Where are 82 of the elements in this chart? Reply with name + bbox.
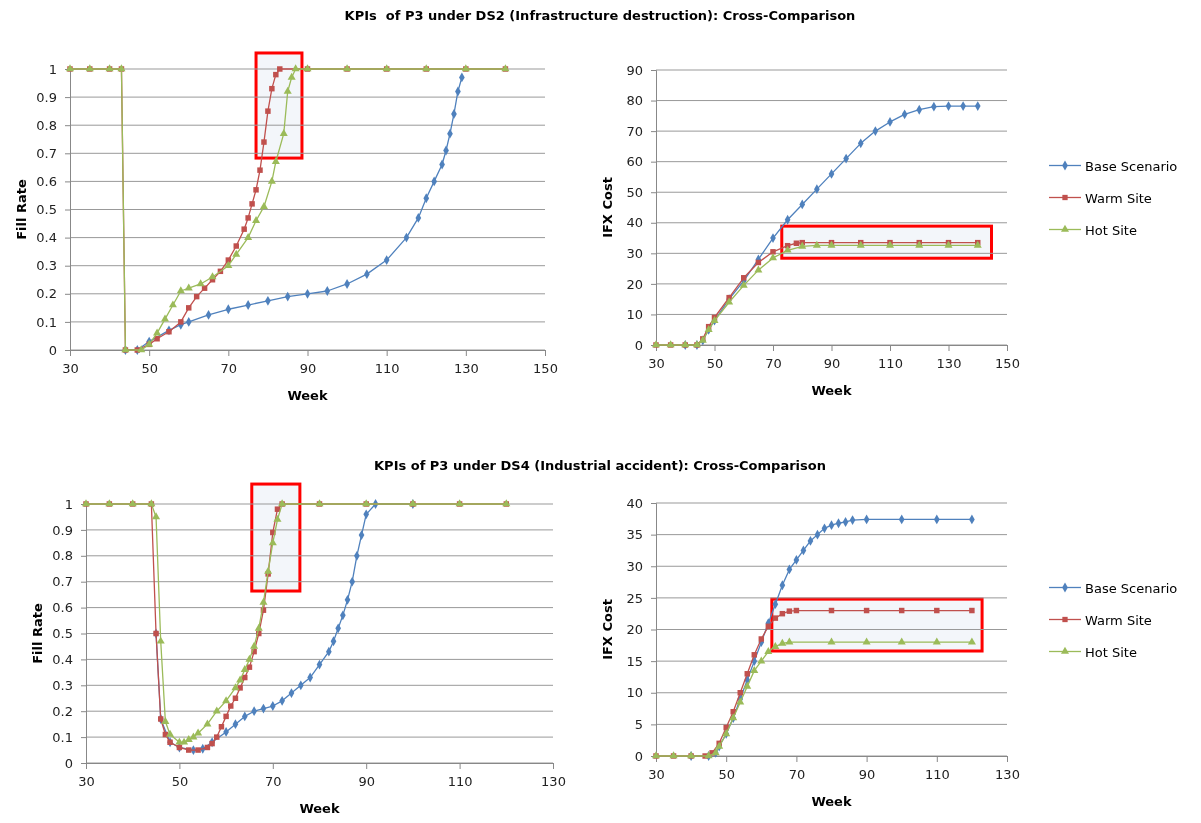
y-tick-label: 0.4 bbox=[36, 230, 57, 246]
y-tick-label: 0.4 bbox=[52, 652, 73, 668]
x-tick-label: 90 bbox=[823, 356, 841, 372]
x-tick-label: 110 bbox=[924, 767, 950, 783]
y-tick-label: 30 bbox=[626, 245, 643, 261]
x-tick-label: 110 bbox=[374, 361, 400, 377]
y-tick-label: 0.7 bbox=[52, 574, 73, 590]
x-tick-label: 110 bbox=[878, 356, 903, 372]
x-tick-label: 70 bbox=[788, 767, 806, 783]
text: KPIs of P3 under DS4 (Industrial accident): Cross-Comparison bbox=[374, 458, 826, 473]
legend-label: Base Scenario bbox=[1085, 580, 1178, 596]
y-tick-label: 0.6 bbox=[36, 174, 57, 190]
y-tick-label: 0.5 bbox=[36, 202, 57, 218]
y-tick-label: 0.6 bbox=[52, 600, 73, 616]
y-tick-label: 1 bbox=[64, 496, 73, 512]
y-tick-label: 0.2 bbox=[36, 286, 57, 302]
y-tick-label: 0.2 bbox=[52, 703, 73, 719]
y-tick-label: 90 bbox=[626, 62, 643, 78]
x-axis-title: Week bbox=[811, 383, 852, 398]
legend-label: Warm Site bbox=[1085, 612, 1152, 628]
y-tick-label: 0.1 bbox=[36, 314, 57, 330]
x-tick-label: 30 bbox=[648, 356, 665, 372]
x-tick-label: 130 bbox=[936, 356, 962, 372]
y-tick-label: 10 bbox=[626, 307, 643, 323]
y-tick-label: 20 bbox=[626, 622, 643, 638]
y-tick-label: 0 bbox=[64, 755, 73, 771]
legend-label: Hot Site bbox=[1085, 644, 1137, 660]
y-tick-label: 0.8 bbox=[52, 548, 73, 564]
x-axis-title: Week bbox=[299, 801, 340, 816]
x-tick-label: 70 bbox=[265, 774, 282, 790]
y-tick-label: 15 bbox=[626, 653, 643, 669]
x-tick-label: 130 bbox=[541, 774, 566, 790]
y-tick-label: 0 bbox=[48, 342, 57, 358]
y-tick-label: 50 bbox=[626, 184, 643, 200]
y-tick-label: 0.1 bbox=[52, 729, 73, 745]
y-tick-label: 25 bbox=[626, 590, 643, 606]
y-tick-label: 30 bbox=[626, 558, 643, 574]
x-tick-label: 50 bbox=[706, 356, 724, 372]
x-tick-label: 30 bbox=[648, 767, 665, 783]
y-axis-title: IFX Cost bbox=[600, 177, 615, 238]
x-axis-title: Week bbox=[811, 794, 852, 809]
y-tick-label: 0 bbox=[634, 337, 643, 353]
x-tick-label: 90 bbox=[299, 361, 317, 377]
y-tick-label: 0.8 bbox=[36, 117, 57, 133]
legend-label: Hot Site bbox=[1085, 222, 1137, 238]
x-tick-label: 50 bbox=[171, 774, 189, 790]
text: KPIs of P3 under DS2 (Infrastructure destruction): Cross-Comparison bbox=[344, 8, 856, 23]
y-tick-label: 5 bbox=[634, 717, 643, 733]
y-tick-label: 60 bbox=[626, 154, 643, 170]
y-tick-label: 80 bbox=[626, 93, 643, 109]
y-tick-label: 20 bbox=[626, 276, 643, 292]
y-tick-label: 40 bbox=[626, 495, 643, 511]
y-axis-title: IFX Cost bbox=[600, 599, 615, 660]
legend-label: Warm Site bbox=[1085, 190, 1152, 206]
y-tick-label: 0.9 bbox=[52, 522, 73, 538]
x-tick-label: 110 bbox=[447, 774, 473, 790]
x-tick-label: 30 bbox=[78, 774, 95, 790]
y-tick-label: 0.9 bbox=[36, 89, 57, 105]
y-tick-label: 0.7 bbox=[36, 145, 57, 161]
y-tick-label: 35 bbox=[626, 527, 643, 543]
x-tick-label: 130 bbox=[453, 361, 479, 377]
x-tick-label: 90 bbox=[358, 774, 375, 790]
x-tick-label: 130 bbox=[995, 767, 1020, 783]
y-tick-label: 0.3 bbox=[52, 677, 73, 693]
y-tick-label: 40 bbox=[626, 215, 643, 231]
x-tick-label: 50 bbox=[141, 361, 158, 377]
x-tick-label: 150 bbox=[533, 361, 558, 377]
y-tick-label: 0.5 bbox=[52, 626, 73, 642]
x-tick-label: 90 bbox=[858, 767, 876, 783]
y-tick-label: 1 bbox=[48, 61, 57, 77]
x-tick-label: 70 bbox=[765, 356, 782, 372]
y-tick-label: 10 bbox=[626, 685, 643, 701]
x-tick-label: 70 bbox=[220, 361, 238, 377]
x-tick-label: 50 bbox=[718, 767, 735, 783]
y-axis-title: Fill Rate bbox=[30, 603, 45, 664]
legend-label: Base Scenario bbox=[1085, 158, 1178, 174]
y-tick-label: 0 bbox=[634, 748, 643, 764]
y-axis-title: Fill Rate bbox=[14, 179, 29, 240]
y-tick-label: 70 bbox=[626, 123, 643, 139]
y-tick-label: 0.3 bbox=[36, 258, 57, 274]
x-axis-title: Week bbox=[287, 388, 328, 403]
x-tick-label: 150 bbox=[995, 356, 1020, 372]
